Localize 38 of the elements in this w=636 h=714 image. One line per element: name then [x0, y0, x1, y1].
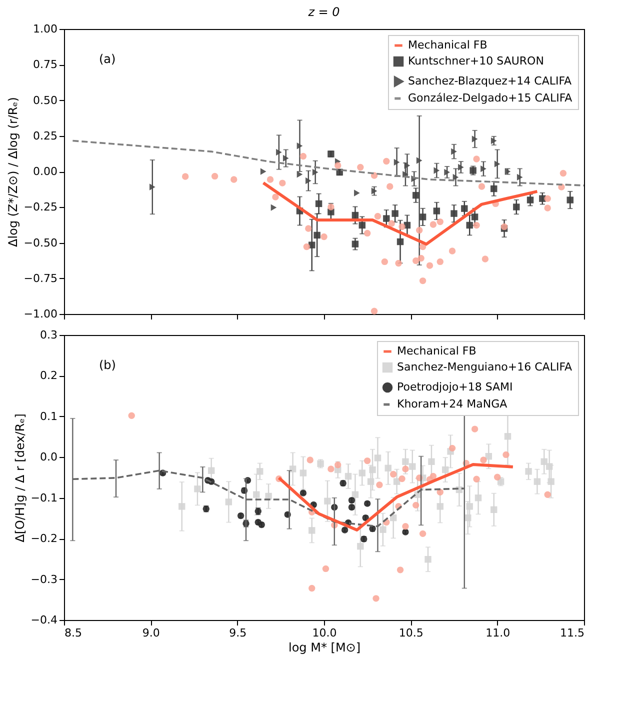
x-tick-label: 9.5: [229, 626, 247, 640]
y-axis-title: Δlog (Z*/Z⊙) / Δlog (r/Rₑ): [6, 97, 20, 247]
legend-label: Mechanical FB: [408, 38, 488, 52]
y-tick-label: 0.50: [33, 94, 58, 107]
legend-label: Mechanical FB: [397, 344, 476, 358]
legend-label: González-Delgado+15 CALIFA: [408, 92, 573, 104]
legend-label: Poetrodjojo+18 SAMI: [397, 380, 513, 394]
y-tick-label: −0.50: [24, 236, 58, 250]
x-tick-label: 8.5: [64, 626, 82, 640]
y-tick-label: 0.0: [40, 450, 58, 464]
y-tick-label: 0.1: [40, 410, 58, 423]
y-tick-label: −0.3: [30, 572, 58, 586]
annotation: (b): [99, 358, 116, 372]
legend-label: Khoram+24 MaNGA: [397, 398, 508, 410]
x-tick-label: 11.0: [486, 626, 510, 640]
legend-label: Sanchez-Menguiano+16 CALIFA: [397, 360, 573, 374]
chart-title: z = 0: [307, 5, 340, 19]
y-tick-label: −0.75: [24, 272, 58, 285]
y-tick-label: 0.3: [40, 328, 58, 342]
x-tick-label: 10.0: [312, 626, 337, 640]
y-tick-label: 1.00: [33, 22, 58, 36]
y-tick-label: −0.1: [30, 491, 58, 504]
y-tick-label: −0.25: [24, 200, 58, 214]
legend-label: Kuntschner+10 SAURON: [408, 54, 544, 68]
x-tick-label: 11.5: [560, 626, 584, 640]
y-tick-label: 0.2: [40, 369, 58, 382]
y-axis-title: Δ[O/H]g / Δ r [dex/Rₑ]: [12, 414, 27, 542]
annotation: (a): [99, 52, 116, 66]
y-tick-label: 0.25: [33, 129, 58, 142]
y-tick-label: −1.00: [24, 308, 58, 320]
y-tick-label: −0.2: [30, 532, 58, 546]
y-tick-label: 0.75: [33, 58, 58, 72]
x-tick-label: 10.5: [398, 626, 424, 640]
x-axis-title: log M* [M⊙]: [288, 640, 361, 654]
y-tick-label: 0.00: [33, 165, 58, 178]
x-tick-label: 9.0: [142, 626, 160, 640]
legend-label: Sanchez-Blazquez+14 CALIFA: [408, 74, 572, 88]
y-tick-label: −0.4: [30, 614, 58, 626]
